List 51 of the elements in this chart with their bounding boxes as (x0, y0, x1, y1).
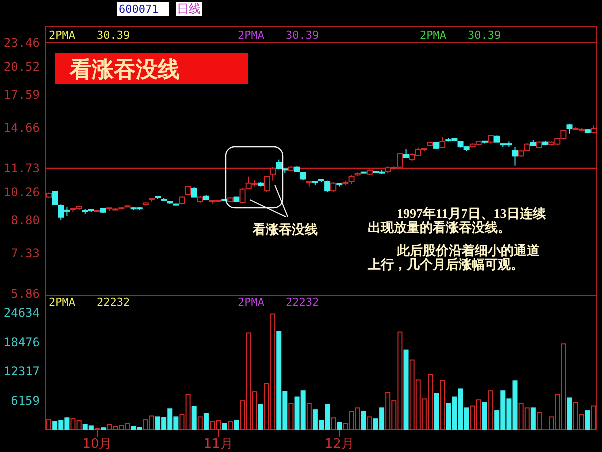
bar (482, 402, 488, 430)
annotation: 1997年11月7日、13日连续出现放量的看涨吞没线。 (368, 206, 547, 235)
y-tick-label: 12317 (4, 364, 40, 379)
bar (288, 403, 294, 430)
y-tick-label: 20.52 (4, 60, 40, 74)
y-tick-label: 11.73 (4, 161, 40, 176)
y-tick-label: 23.46 (4, 36, 40, 50)
bar (434, 393, 440, 430)
text: 看涨吞没线 (69, 57, 180, 82)
bar (228, 421, 234, 430)
bar (367, 416, 372, 430)
bar (198, 416, 203, 430)
bar (404, 350, 409, 430)
bar (530, 408, 536, 430)
bar (258, 404, 264, 430)
text: 2PMA 22232 (49, 296, 130, 309)
y-tick-label: 7.33 (11, 246, 40, 260)
text: 600071 (119, 3, 159, 16)
y-tick-label: 8.80 (11, 213, 40, 228)
y-tick-label: 5.86 (11, 287, 40, 301)
y-tick-label: 14.66 (4, 121, 40, 136)
bar (192, 406, 197, 430)
bar (337, 422, 342, 430)
bar (361, 411, 366, 430)
text: 日线 (177, 2, 201, 16)
bar (591, 406, 596, 430)
bar (440, 380, 446, 430)
text: 2PMA 30.39 (238, 29, 320, 42)
text: 2PMA 22232 (238, 296, 320, 309)
annotation: 此后股价沿着细小的通道上行，几个月后涨幅可观。 (368, 243, 541, 272)
x-tick-label: 12月 (324, 437, 354, 452)
y-tick-label: 10.26 (4, 186, 40, 200)
bar (585, 410, 590, 430)
x-tick-label: 11月 (204, 437, 234, 452)
bar (306, 403, 312, 430)
y-tick-label: 17.59 (4, 88, 40, 102)
text: 2PMA 30.39 (49, 29, 130, 42)
annotation: 看涨吞没线 (252, 222, 318, 237)
bar (46, 420, 52, 430)
y-tick-label: 24634 (4, 306, 40, 320)
y-tick-label: 18476 (4, 335, 40, 350)
bar (331, 418, 336, 430)
bar (488, 390, 494, 430)
text: 2PMA 30.39 (420, 29, 502, 42)
bar (567, 398, 572, 430)
bar (204, 413, 209, 430)
x-tick-label: 10月 (82, 437, 112, 452)
bar (222, 423, 228, 430)
bar (234, 420, 240, 430)
y-tick-label: 6159 (11, 394, 40, 408)
bar (536, 412, 542, 430)
